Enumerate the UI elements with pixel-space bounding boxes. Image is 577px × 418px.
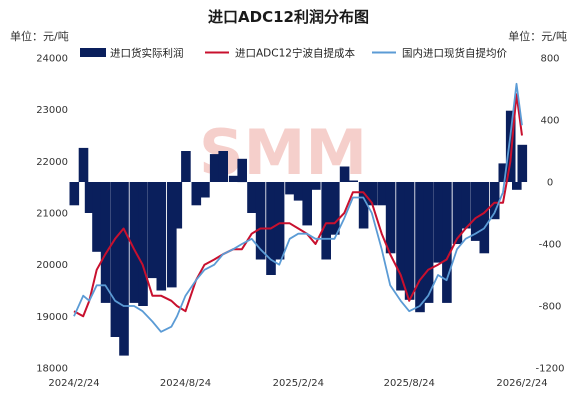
profit-bar [138, 182, 148, 306]
profit-bar [517, 144, 528, 182]
x-axis-tick-label: 2025/2/24 [273, 378, 324, 389]
cost-series-line [73, 93, 523, 318]
right-axis-tick-label: -1200 [535, 364, 564, 375]
profit-bar [396, 182, 406, 291]
profit-bar [470, 182, 481, 241]
profit-bar [330, 182, 340, 235]
right-axis-tick-label: 400 [540, 116, 559, 127]
profit-bar [498, 163, 509, 182]
left-axis-tick-label: 21000 [36, 209, 68, 220]
x-axis-tick-label: 2025/8/24 [384, 378, 435, 389]
x-axis-tick-label: 2024/8/24 [160, 378, 211, 389]
left-axis-tick-label: 19000 [36, 312, 68, 323]
profit-bar [78, 147, 89, 182]
profit-bar [218, 151, 228, 182]
left-axis-tick-label: 22000 [36, 157, 68, 168]
profit-bar [228, 175, 239, 182]
x-axis-tick-label: 2024/2/24 [48, 378, 99, 389]
profit-bar [100, 182, 111, 303]
profit-bar [385, 182, 396, 254]
profit-bar [512, 182, 522, 190]
legend-swatch-profit [80, 48, 106, 57]
legend-label: 国内进口现货自提均价 [402, 47, 507, 60]
profit-bar [181, 151, 191, 182]
profit-bar [293, 182, 304, 201]
x-axis-tick-label: 2026/2/24 [496, 378, 547, 389]
left-axis-tick-label: 24000 [36, 54, 68, 65]
profit-bar [479, 182, 490, 254]
profit-bars [69, 110, 528, 356]
profit-bar [156, 182, 167, 291]
profit-bar [92, 182, 102, 252]
left-axis-tick-label: 18000 [36, 364, 68, 375]
profit-bar [200, 182, 210, 198]
profit-bar [377, 182, 387, 206]
left-unit-label: 单位：元/吨 [10, 29, 69, 43]
profit-bar [129, 182, 140, 303]
right-axis-tick-label: -800 [539, 302, 562, 313]
profit-bar [84, 182, 95, 213]
profit-bar [367, 182, 377, 206]
profit-bar [339, 166, 350, 182]
profit-bar [358, 182, 369, 229]
profit-bar [255, 182, 266, 260]
profit-bar [209, 154, 220, 182]
axes: 18000 19000 20000 21000 22000 23000 24000 -1200… [36, 54, 564, 390]
profit-bar [119, 182, 129, 356]
chart-title: 进口ADC12利润分布图 [208, 8, 369, 26]
price-lines [73, 82, 523, 333]
profit-bar [191, 182, 202, 206]
profit-bar [237, 158, 247, 183]
profit-bar [247, 182, 257, 213]
profit-bar [311, 182, 321, 190]
profit-bar [348, 180, 358, 182]
left-axis-tick-label: 20000 [36, 260, 68, 271]
profit-bar [69, 182, 80, 206]
profit-bar [172, 182, 183, 229]
profit-bar [110, 182, 121, 337]
legend: 进口货实际利润 进口ADC12宁波自提成本 国内进口现货自提均价 [80, 47, 507, 60]
legend-label: 进口货实际利润 [110, 47, 184, 60]
right-unit-label: 单位：元/吨 [508, 29, 567, 43]
right-axis-tick-label: 800 [540, 54, 559, 65]
profit-bar [442, 182, 452, 303]
profit-bar [415, 182, 425, 313]
right-axis-tick-label: 0 [547, 178, 553, 189]
profit-bar [423, 182, 434, 303]
left-axis-tick-label: 23000 [36, 105, 68, 116]
profit-bar [505, 110, 516, 182]
right-axis-tick-label: -400 [539, 240, 562, 251]
profit-bar [461, 182, 471, 229]
profit-bar [148, 182, 158, 279]
profit-bar [302, 182, 312, 226]
legend-label: 进口ADC12宁波自提成本 [235, 47, 355, 60]
profit-bar [404, 182, 415, 300]
profit-bar [321, 182, 331, 260]
profit-bar [274, 182, 285, 260]
profit-bar [285, 182, 295, 195]
profit-bar [489, 182, 500, 220]
profit-bar [167, 182, 177, 288]
profit-bar [433, 182, 444, 263]
price-series-line [73, 82, 523, 333]
profit-bar [452, 182, 463, 244]
